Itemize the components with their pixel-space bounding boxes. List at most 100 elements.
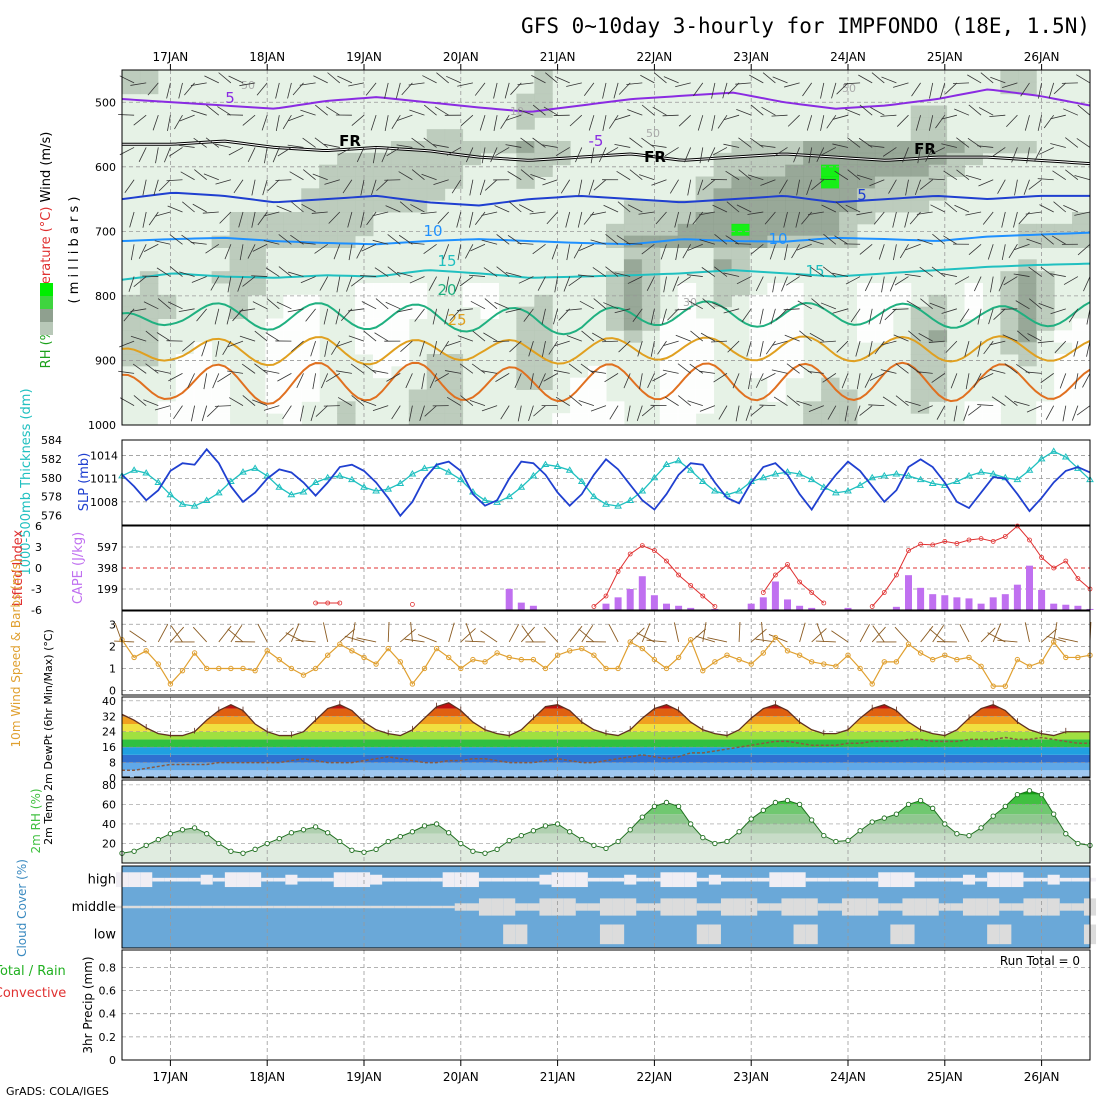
cloud-cell — [696, 877, 709, 882]
wind-barb — [880, 114, 897, 117]
wind-barb — [989, 369, 1006, 374]
rh-cell — [767, 330, 786, 343]
rh-cell — [1072, 318, 1091, 331]
cloud-cell — [333, 905, 346, 909]
cloud-cell — [660, 898, 673, 916]
rh-cell — [731, 212, 750, 225]
wind-barb — [799, 330, 812, 342]
surface-wind-barb — [387, 621, 390, 642]
wind-barb — [351, 114, 365, 126]
wind-barb — [748, 373, 752, 390]
wind-barb — [247, 147, 256, 163]
wind-barb — [263, 211, 280, 217]
rh-cell — [695, 389, 715, 402]
cloud-cell — [236, 872, 250, 888]
wind-barb — [663, 76, 679, 84]
wind-barb — [372, 370, 389, 374]
cloud-cell — [817, 903, 830, 911]
wind-barb — [1001, 82, 1018, 88]
date-label-top: 19JAN — [346, 50, 382, 64]
wind-barb — [305, 308, 316, 322]
wind-barb — [263, 369, 280, 374]
rh-point — [155, 836, 161, 843]
contour-label: 50 — [241, 79, 255, 92]
cloud-cell — [769, 903, 782, 911]
rh-cell — [534, 105, 553, 118]
wind-speed-point — [143, 648, 149, 654]
date-label-top: 18JAN — [249, 50, 285, 64]
wind-barb — [1004, 363, 1018, 374]
wind-barb — [892, 308, 909, 310]
wind-barb — [538, 373, 546, 389]
wind-barb — [1037, 340, 1054, 344]
wind-barb — [224, 244, 232, 260]
wind-barb — [173, 405, 183, 420]
wind-barb — [528, 340, 534, 357]
rh-cell — [641, 283, 661, 296]
wind-barb — [692, 211, 704, 225]
wind-barb — [529, 211, 546, 215]
cloud-cell — [987, 924, 1000, 945]
wind-barb — [832, 308, 849, 314]
rh-cell — [247, 259, 266, 272]
wind-barb — [227, 276, 232, 293]
wind-barb — [376, 179, 389, 191]
wind-barb — [215, 143, 231, 148]
wind-barb — [465, 147, 474, 163]
wind-speed-point — [167, 681, 174, 687]
thickness-point — [335, 471, 344, 479]
wind-barb — [325, 373, 341, 383]
wind-barb — [228, 147, 244, 156]
wind-barb — [375, 298, 389, 310]
wind-barb — [850, 308, 861, 323]
rh-cell — [372, 200, 392, 213]
wind-barb — [859, 243, 873, 255]
wind-barb — [761, 106, 776, 116]
cloud-cell — [1023, 898, 1036, 916]
wind-barb — [471, 363, 486, 374]
rh-cell — [910, 354, 930, 367]
wind-barb — [481, 405, 498, 412]
rh-cell — [821, 164, 840, 177]
wind-barb — [333, 244, 341, 260]
wind-barb — [315, 405, 328, 417]
wind-barb — [143, 301, 159, 310]
rh-cell — [408, 188, 428, 201]
surface-wind-barb — [460, 628, 476, 643]
wind-barb — [675, 244, 679, 261]
wind-barb — [841, 373, 849, 389]
rh-cell — [677, 365, 697, 379]
wind-barb — [1086, 308, 1091, 325]
wind-barb — [811, 179, 825, 191]
wind-barb — [500, 114, 510, 129]
wind-speed-point — [204, 665, 210, 672]
pressure-tick-label: 600 — [95, 161, 116, 174]
cloud-cell — [212, 905, 225, 909]
wind-speed-point — [312, 665, 319, 672]
wind-tick-label: 2 — [109, 640, 116, 653]
cloud-cell — [164, 905, 177, 909]
rh-cell — [623, 247, 643, 260]
rh-cell — [821, 413, 840, 426]
wind-barb — [953, 405, 958, 422]
wind-barb — [360, 399, 377, 407]
rh-cell — [426, 152, 446, 166]
rh-cell — [1018, 235, 1037, 248]
wind-barb — [844, 82, 861, 85]
wind-barb — [895, 363, 909, 374]
wind-barb — [324, 179, 340, 185]
rh-cell — [785, 223, 804, 237]
wind-barb — [479, 179, 486, 196]
rh-cell — [139, 81, 159, 95]
rh-cell — [480, 294, 499, 308]
cloud-cell — [866, 898, 879, 916]
thickness-line — [121, 450, 1091, 507]
thickness-point — [856, 481, 864, 488]
rh-cell — [480, 283, 499, 296]
rh-point — [639, 814, 645, 820]
wind-barb — [820, 302, 837, 310]
rh-point — [1002, 803, 1008, 810]
wind-barb — [772, 276, 776, 293]
rh-cell — [731, 200, 750, 213]
wind-barb — [263, 240, 280, 245]
